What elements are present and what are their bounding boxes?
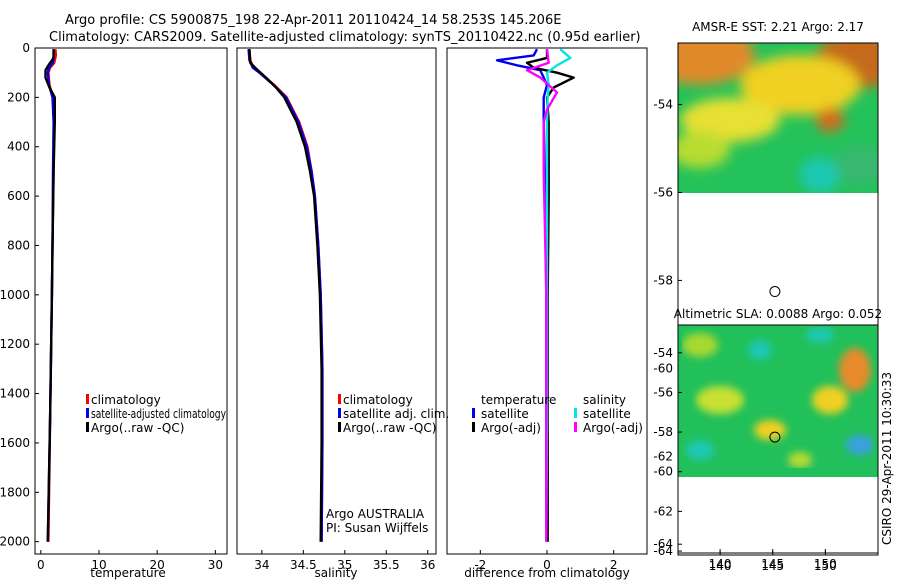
salinity-series-1 xyxy=(247,49,324,542)
temperature-xtick-label-0: 0 xyxy=(37,558,45,572)
temperature-ytick-label-0: 0 xyxy=(22,41,30,55)
sst-map-title: AMSR-E SST: 2.21 Argo: 2.17 xyxy=(692,20,864,34)
sst-map-ytick-label-2: -58 xyxy=(653,273,673,287)
sla-heatmap xyxy=(678,325,878,477)
sla-map-ytick-label-2: -58 xyxy=(653,425,673,439)
legend-label-climatology: climatology xyxy=(91,393,161,407)
temperature-xlabel: temperature xyxy=(90,566,165,580)
temperature-ytick-label-3: 600 xyxy=(7,189,30,203)
difference-legend: temperature satellite Argo(-adj) salinit… xyxy=(472,393,643,435)
sla-map-xtick-label-0: 140 xyxy=(709,559,732,573)
salinity-xtick-label-0: 34 xyxy=(254,558,269,572)
difference-xtick-label-2: 2 xyxy=(610,558,618,572)
salinity-xtick-label-4: 36 xyxy=(420,558,435,572)
sla-map-title: Altimetric SLA: 0.0088 Argo: 0.052 xyxy=(674,307,882,321)
figure-title-line2: Climatology: CARS2009. Satellite-adjuste… xyxy=(49,30,641,45)
difference-panel: -2 0 2 difference from climatology tempera… xyxy=(446,47,648,580)
temperature-ytick-label-5: 1000 xyxy=(0,288,30,302)
legend-label-sal-argo: Argo(-adj) xyxy=(583,421,643,435)
legend-label-argo: Argo(..raw -QC) xyxy=(91,421,184,435)
salinity-axes-frame xyxy=(236,47,437,555)
difference-series-1 xyxy=(525,49,575,542)
temperature-xtick-label-2: 20 xyxy=(150,558,165,572)
temperature-ytick-label-10: 2000 xyxy=(0,535,30,549)
figure-title-line1: Argo profile: CS 5900875_198 22-Apr-2011… xyxy=(65,13,561,28)
sst-map-ytick-label-4: -62 xyxy=(653,449,673,463)
sst-map-panel: AMSR-E SST: 2.21 Argo: 2.17 140 145 150 -54… xyxy=(653,20,879,571)
salinity-series-2 xyxy=(248,49,323,542)
temperature-xtick-label-1: 10 xyxy=(91,558,106,572)
sst-map-frame xyxy=(677,42,879,554)
sla-map-frame xyxy=(677,324,879,556)
sst-map-ytick-label-1: -56 xyxy=(653,185,673,199)
difference-xtick-label-1: 0 xyxy=(543,558,551,572)
salinity-legend: climatology satellite adj. clim. Argo(..… xyxy=(338,393,449,435)
salinity-series-0 xyxy=(248,49,324,542)
temperature-panel: 0 10 20 30 0 200 400 600 800 1000 1200 1400 1600 1800… xyxy=(0,41,228,580)
temperature-series-2 xyxy=(44,49,56,542)
difference-xtick-label-0: -2 xyxy=(474,558,486,572)
legend-swatch-climatology xyxy=(338,394,341,404)
legend-swatch-temp-argo xyxy=(472,422,475,432)
legend-group-temperature: temperature xyxy=(481,393,556,407)
sla-map-xtick-label-2: 150 xyxy=(814,559,837,573)
temperature-axes-frame xyxy=(34,47,228,555)
sla-map-panel: Altimetric SLA: 0.0088 Argo: 0.052 140 14… xyxy=(653,307,882,573)
legend-swatch-temp-satellite xyxy=(472,408,475,418)
sla-map-ytick-label-5: -64 xyxy=(653,544,673,558)
sst-map-xtick-label-0: 140 xyxy=(709,557,732,571)
temperature-legend: climatology satellite-adjusted climatolo… xyxy=(86,393,226,435)
salinity-xtick-label-3: 35.5 xyxy=(373,558,400,572)
sla-map-ytick-label-3: -60 xyxy=(653,465,673,479)
difference-series-0 xyxy=(495,48,549,542)
sst-map-ytick-label-0: -54 xyxy=(653,98,673,112)
temperature-xtick-label-3: 30 xyxy=(208,558,223,572)
temperature-ytick-label-1: 200 xyxy=(7,90,30,104)
sst-argo-marker xyxy=(769,286,781,298)
legend-label-temp-satellite: satellite xyxy=(481,407,529,421)
legend-swatch-satellite-adjusted xyxy=(86,408,89,418)
sla-map-ytick-label-1: -56 xyxy=(653,385,673,399)
temperature-ytick-label-6: 1200 xyxy=(0,337,30,351)
sst-map-ytick-label-3: -60 xyxy=(653,361,673,375)
sla-map-xtick-label-1: 145 xyxy=(761,559,784,573)
legend-swatch-sal-satellite xyxy=(574,408,577,418)
temperature-ytick-label-8: 1600 xyxy=(0,436,30,450)
salinity-xtick-label-1: 34.5 xyxy=(290,558,317,572)
legend-label-satellite-adjusted: satellite-adjusted climatology xyxy=(91,407,226,421)
legend-label-argo: Argo(..raw -QC) xyxy=(343,421,436,435)
salinity-xlabel: salinity xyxy=(314,566,357,580)
salinity-panel: 34 34.5 35 35.5 36 salinity climatology sate… xyxy=(236,47,449,580)
legend-swatch-argo xyxy=(86,422,89,432)
temperature-ytick-label-7: 1400 xyxy=(0,387,30,401)
temperature-ytick-label-9: 1800 xyxy=(0,485,30,499)
legend-swatch-climatology xyxy=(86,394,89,404)
difference-series-3 xyxy=(525,49,559,542)
annotation-pi: PI: Susan Wijffels xyxy=(326,521,428,535)
temperature-ytick-label-4: 800 xyxy=(7,238,30,252)
legend-label-sal-satellite: satellite xyxy=(583,407,631,421)
sla-map-ytick-label-4: -62 xyxy=(653,504,673,518)
legend-group-salinity: salinity xyxy=(583,393,626,407)
sla-map-ytick-label-0: -54 xyxy=(653,346,673,360)
sst-map-ytick-label-5: -64 xyxy=(653,537,673,551)
legend-swatch-satellite-adj xyxy=(338,408,341,418)
annotation-argo-australia: Argo AUSTRALIA xyxy=(326,507,425,521)
legend-label-temp-argo: Argo(-adj) xyxy=(481,421,541,435)
sla-argo-marker xyxy=(769,431,781,443)
sst-map-xtick-label-2: 150 xyxy=(814,557,837,571)
sst-heatmap xyxy=(678,43,878,193)
temperature-ytick-label-2: 400 xyxy=(7,140,30,154)
salinity-xtick-label-2: 35 xyxy=(337,558,352,572)
legend-swatch-argo xyxy=(338,422,341,432)
difference-xlabel: difference from climatology xyxy=(464,566,630,580)
legend-label-satellite-adj: satellite adj. clim. xyxy=(343,407,449,421)
sst-map-xtick-label-1: 145 xyxy=(761,557,784,571)
legend-label-climatology: climatology xyxy=(343,393,413,407)
legend-swatch-sal-argo xyxy=(574,422,577,432)
credit-text: CSIRO 29-Apr-2011 10:30:33 xyxy=(880,372,894,545)
